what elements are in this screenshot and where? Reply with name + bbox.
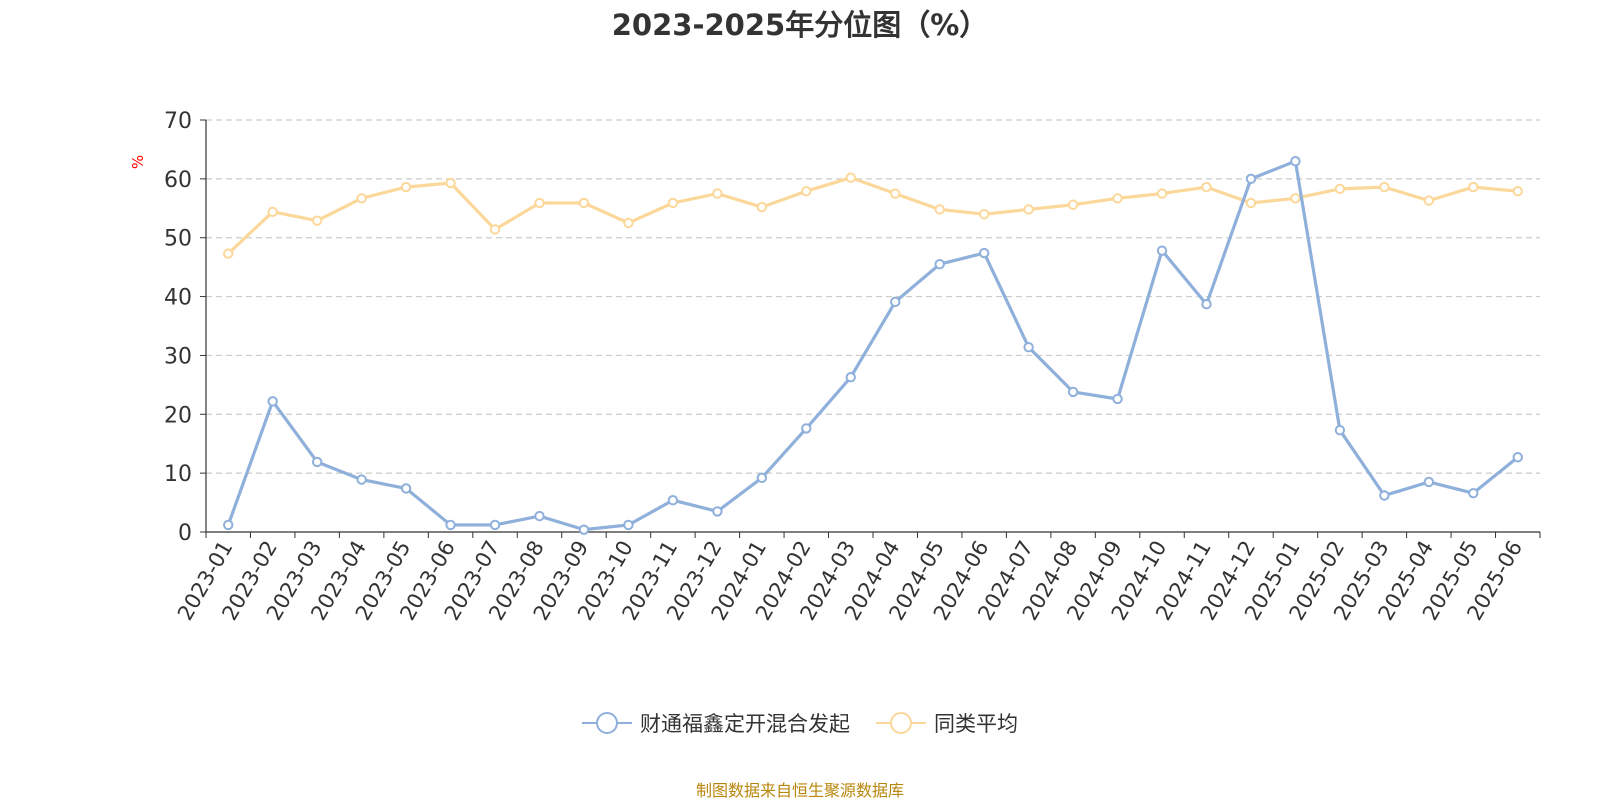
series-line-1 [227, 176, 1518, 255]
data-point-0-29[interactable] [1512, 452, 1523, 463]
data-point-0-24[interactable] [1290, 156, 1301, 167]
data-point-0-28[interactable] [1468, 487, 1479, 499]
legend-item-category-average[interactable]: 同类平均 [876, 708, 1018, 738]
line-chart: 0 10 20 30 40 50 60 70 2023-012023-022023-03202… [129, 109, 1541, 624]
data-source-note: 制图数据来自恒生聚源数据库 [695, 781, 904, 800]
legend-line-marker-blue-icon [582, 712, 632, 734]
data-point-0-21[interactable] [1156, 245, 1168, 256]
y-tick-labels: 0 10 20 30 40 50 60 70 [164, 109, 192, 546]
series-lines [223, 156, 1523, 535]
data-point-0-4[interactable] [400, 483, 412, 494]
data-point-1-13[interactable] [801, 186, 812, 197]
data-point-0-0[interactable] [223, 519, 234, 531]
data-point-1-20[interactable] [1112, 193, 1123, 204]
y-tick-label: 20 [164, 403, 192, 428]
data-point-1-10[interactable] [667, 197, 679, 209]
data-point-0-3[interactable] [356, 474, 367, 485]
y-tick-label: 70 [164, 109, 192, 134]
data-point-1-8[interactable] [578, 197, 590, 209]
data-point-1-5[interactable] [445, 177, 456, 189]
data-point-1-11[interactable] [712, 188, 723, 199]
data-point-1-19[interactable] [1067, 199, 1079, 210]
y-tick-label: 40 [164, 286, 192, 311]
data-point-0-26[interactable] [1379, 490, 1390, 501]
data-point-0-9[interactable] [623, 519, 634, 531]
data-point-0-1[interactable] [267, 396, 278, 407]
data-point-0-19[interactable] [1067, 386, 1079, 398]
y-tick-label: 60 [164, 168, 192, 193]
data-point-0-17[interactable] [978, 247, 990, 259]
data-point-1-18[interactable] [1023, 204, 1034, 215]
data-point-1-7[interactable] [534, 197, 545, 209]
data-point-0-20[interactable] [1112, 393, 1123, 405]
data-point-1-2[interactable] [311, 215, 323, 226]
chart-title: 2023-2025年分位图（%） [611, 8, 989, 42]
y-tick-label: 0 [178, 521, 192, 546]
data-point-0-7[interactable] [534, 510, 545, 522]
data-point-0-22[interactable] [1201, 299, 1212, 310]
y-tick-label: 30 [164, 344, 192, 369]
legend-label-category-average: 同类平均 [934, 712, 1018, 736]
data-point-0-15[interactable] [890, 296, 901, 308]
data-point-0-10[interactable] [667, 495, 679, 506]
data-point-0-2[interactable] [311, 456, 323, 468]
data-point-0-5[interactable] [445, 519, 456, 531]
data-point-0-16[interactable] [934, 259, 945, 270]
data-point-1-28[interactable] [1468, 181, 1479, 193]
data-point-1-16[interactable] [934, 204, 945, 215]
data-point-1-3[interactable] [356, 193, 367, 204]
data-point-0-25[interactable] [1334, 424, 1346, 436]
legend-line-marker-yellow-icon [876, 712, 926, 734]
legend: 财通福鑫定开混合发起 同类平均 [0, 708, 1600, 738]
data-point-1-1[interactable] [267, 206, 278, 218]
data-point-1-17[interactable] [978, 208, 990, 220]
data-point-0-18[interactable] [1023, 341, 1034, 353]
data-point-1-22[interactable] [1201, 181, 1212, 193]
data-point-0-27[interactable] [1423, 476, 1435, 488]
data-point-1-4[interactable] [400, 181, 412, 193]
data-point-0-14[interactable] [845, 372, 856, 383]
data-point-0-23[interactable] [1245, 173, 1257, 185]
axes [200, 119, 1541, 538]
data-point-1-23[interactable] [1245, 197, 1257, 209]
y-tick-label: 10 [164, 462, 192, 487]
data-point-0-13[interactable] [801, 423, 812, 434]
legend-label-fund: 财通福鑫定开混合发起 [640, 712, 850, 736]
y-tick-label: 50 [164, 227, 192, 252]
data-point-1-15[interactable] [890, 188, 901, 199]
y-axis-unit-label: % [129, 155, 147, 169]
x-tick-labels: 2023-012023-022023-032023-042023-052023-… [173, 536, 1527, 624]
data-point-1-0[interactable] [223, 248, 234, 259]
data-point-1-9[interactable] [623, 217, 634, 229]
data-point-1-25[interactable] [1334, 183, 1346, 195]
data-point-0-11[interactable] [712, 506, 723, 517]
data-point-0-12[interactable] [756, 472, 768, 484]
legend-item-fund[interactable]: 财通福鑫定开混合发起 [582, 708, 850, 738]
data-point-0-6[interactable] [489, 519, 501, 531]
gridlines [206, 119, 1540, 474]
data-point-1-26[interactable] [1379, 181, 1390, 193]
series-line-0 [226, 159, 1519, 532]
data-point-1-27[interactable] [1423, 195, 1435, 206]
data-point-1-6[interactable] [489, 224, 501, 235]
data-point-1-29[interactable] [1512, 186, 1523, 197]
data-point-1-14[interactable] [845, 172, 856, 183]
data-point-1-21[interactable] [1156, 188, 1168, 199]
data-point-1-24[interactable] [1290, 193, 1301, 204]
data-point-1-12[interactable] [756, 201, 768, 213]
data-point-0-8[interactable] [578, 524, 590, 535]
